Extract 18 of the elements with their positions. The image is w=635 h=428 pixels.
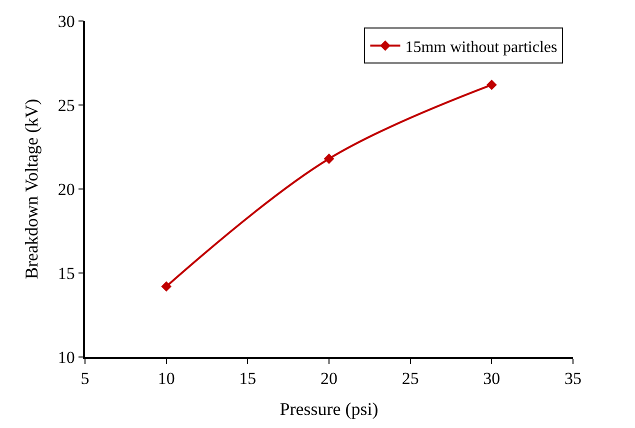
legend-label: 15mm without particles [405, 38, 558, 56]
point [324, 154, 334, 164]
x-tick-label: 35 [564, 369, 582, 388]
y-tick-label: 15 [58, 264, 75, 283]
y-tick-label: 20 [58, 180, 75, 199]
x-tick-label: 30 [483, 369, 500, 388]
x-tick-label: 10 [158, 369, 175, 388]
x-tick-label: 25 [402, 369, 419, 388]
y-tick-label: 25 [58, 96, 75, 115]
x-tick-label: 20 [320, 369, 338, 388]
x-axis-title: Pressure (psi) [280, 398, 378, 419]
point [161, 281, 172, 292]
y-axis-title: Breakdown Voltage (kV) [22, 98, 42, 280]
x-tick-label: 15 [239, 369, 256, 388]
point [486, 80, 497, 90]
x-tick-label: 5 [80, 369, 90, 388]
y-tick-label: 10 [58, 348, 75, 367]
y-tick-label: 30 [58, 12, 75, 31]
